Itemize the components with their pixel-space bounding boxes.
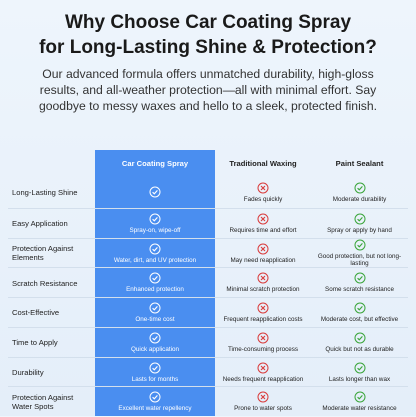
table-row: Easy Application Spray-on, wipe-off Requir… [8,207,408,239]
check-icon [149,213,161,225]
cell-text: Quick but not as durable [325,345,394,353]
feature-label: Protection Against Water Spots [12,393,74,412]
cell-text: Moderate durability [332,196,387,204]
cell-text: One-time cost [135,316,175,324]
intro: Our advanced formula offers unmatched du… [38,67,378,113]
table-row: Protection Against Elements Water, dirt, … [8,237,408,269]
cell-text: Spray or apply by hand [327,226,392,234]
comparison-cell: Moderate durability [311,182,408,204]
title-line: for Long-Lasting Shine & Protection? [39,37,377,58]
comparison-cell: Spray or apply by hand [311,213,408,235]
cell-text: Frequent reapplication costs [223,316,303,324]
cell-text: Lasts longer than wax [328,375,391,383]
comparison-cell: Enhanced protection [95,272,215,294]
comparison-cell: Quick but not as durable [311,332,408,354]
comparison-cell: Spray-on, wipe-off [95,213,215,235]
feature-label: Time to Apply [12,338,58,348]
cross-icon [257,391,269,403]
feature-label: Scratch Resistance [12,278,78,288]
cross-icon [257,362,269,374]
table-row: Durability Lasts for months Needs frequent… [8,356,408,388]
comparison-cell: Water, dirt, and UV protection [95,243,215,265]
cross-icon [257,243,269,255]
cross-icon [257,272,269,284]
cell-text: Enhanced protection [126,286,184,294]
cell-text: Time-consuming process [227,345,299,353]
comparison-cell: Quick application [95,332,215,354]
feature-label: Long-Lasting Shine [12,188,78,198]
comparison-table: Car Coating Spray Traditional Waxing Paint… [8,150,408,416]
cell-text: Water, dirt, and UV protection [113,256,197,264]
check-icon [354,213,365,225]
comparison-cell: Minimal scratch protection [215,272,311,294]
column-header: Traditional Waxing [229,159,297,169]
cell-text: Quick application [131,345,179,353]
cell-text: Lasts for months [131,375,179,383]
check-icon [149,391,161,403]
check-icon [354,272,365,284]
comparison-cell: Good protection, but not long-lasting [311,239,408,268]
check-icon [149,302,161,314]
cell-text: Requires time and effort [229,226,297,234]
check-icon [149,332,161,344]
comparison-cell: One-time cost [95,302,215,324]
check-icon [354,239,365,251]
column-header: Car Coating Spray [121,159,189,169]
check-icon [354,302,365,314]
cross-icon [257,332,269,344]
comparison-cell: May need reapplication [215,243,311,265]
cell-text: Minimal scratch protection [226,286,300,294]
header-row: Car Coating Spray Traditional Waxing Paint… [8,150,408,178]
cross-icon [257,182,269,194]
cross-icon [257,213,269,225]
check-icon [354,182,365,194]
table-row: Time to Apply Quick application Time-consu… [8,326,408,358]
cross-icon [257,302,269,314]
check-icon [354,391,365,403]
comparison-cell: Prone to water spots [215,391,311,413]
table-row: Long-Lasting Shine Fades quickly Moderate … [8,178,408,208]
cell-text: Moderate cost, but effective [320,316,399,324]
cell-text: Good protection, but not long-lasting [317,252,402,268]
check-icon [354,362,365,374]
title: Why Choose Car Coating Spray for Long-La… [0,10,416,60]
check-icon [149,362,161,374]
comparison-cell: Time-consuming process [215,332,311,354]
cell-text: Some scratch resistance [325,286,394,294]
table-row: Protection Against Water Spots Excellent … [8,386,408,417]
check-icon [149,243,161,255]
comparison-cell: Moderate water resistance [311,391,408,413]
table-row: Scratch Resistance Enhanced protection Min… [8,267,408,298]
check-icon [149,272,161,284]
comparison-cell: Lasts longer than wax [311,362,408,384]
comparison-cell: Lasts for months [95,362,215,384]
comparison-cell: Needs frequent reapplication [215,362,311,384]
feature-label: Durability [12,367,44,377]
comparison-cell: Frequent reapplication costs [215,302,311,324]
feature-label: Easy Application [12,219,68,229]
comparison-cell: Fades quickly [215,182,311,204]
check-icon [149,186,161,198]
cell-text: May need reapplication [230,256,296,264]
comparison-cell: Some scratch resistance [311,272,408,294]
cell-text: Moderate water resistance [322,405,397,413]
comparison-cell: Requires time and effort [215,213,311,235]
comparison-cell [95,186,215,200]
check-icon [354,332,365,344]
cell-text: Prone to water spots [234,405,292,413]
column-header: Paint Sealant [335,159,384,169]
cell-text: Excellent water repellency [118,405,192,413]
cell-text: Spray-on, wipe-off [129,226,181,234]
title-line: Why Choose Car Coating Spray [64,12,352,33]
feature-label: Cost-Effective [12,308,60,318]
comparison-cell: Moderate cost, but effective [311,302,408,324]
comparison-cell: Excellent water repellency [95,391,215,413]
feature-label: Protection Against Elements [12,244,74,263]
cell-text: Fades quickly [243,196,283,204]
cell-text: Needs frequent reapplication [222,375,304,383]
table-row: Cost-Effective One-time cost Frequent reap… [8,297,408,328]
